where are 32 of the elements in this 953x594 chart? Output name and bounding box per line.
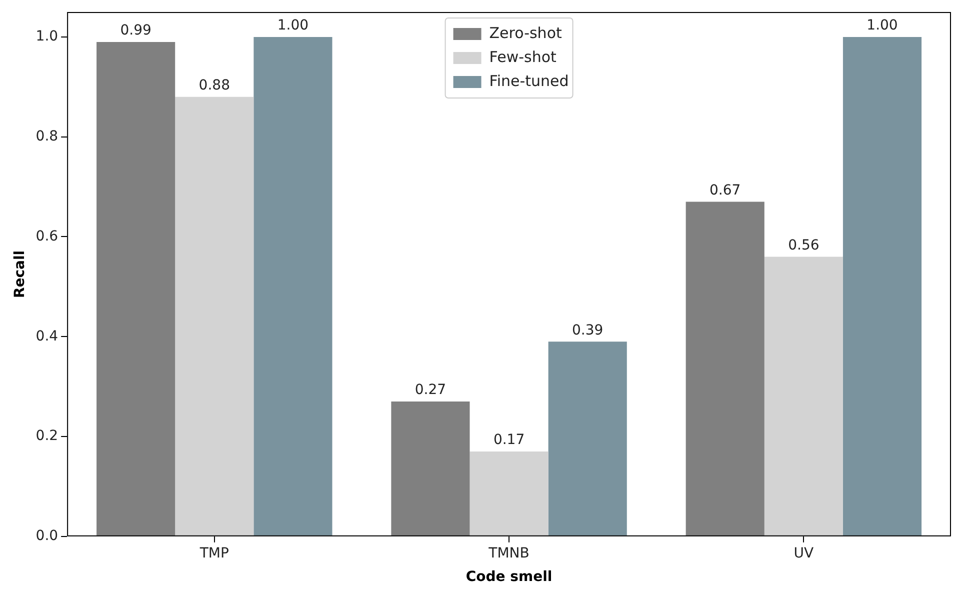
data-label: 0.99 [120, 22, 152, 39]
x-tick-label: UV [794, 545, 814, 562]
legend-label: Few-shot [489, 48, 556, 66]
bar [842, 36, 922, 536]
data-label: 0.88 [198, 78, 230, 94]
bar [686, 202, 764, 536]
data-label: 1.00 [866, 18, 898, 34]
bar [764, 256, 843, 536]
bar [175, 96, 254, 536]
x-tick-label: TMNB [488, 545, 530, 562]
data-label: 1.00 [277, 18, 309, 34]
legend-label: Fine-tuned [489, 72, 569, 90]
legend-label: Zero-shot [489, 24, 562, 42]
data-label: 0.56 [788, 237, 820, 254]
data-label: 0.27 [414, 382, 446, 398]
bar [470, 451, 548, 536]
data-label: 0.39 [572, 322, 604, 338]
x-tick-label: TMP [198, 545, 229, 562]
y-tick-label: 0.0 [36, 528, 58, 544]
bar [548, 342, 627, 536]
data-label: 0.17 [493, 432, 525, 448]
y-tick-label: 0.8 [36, 128, 58, 144]
y-axis-title: Recall [12, 250, 28, 298]
x-axis-title: Code smell [466, 569, 552, 586]
data-label: 0.67 [710, 182, 741, 198]
y-tick-label: 0.6 [36, 228, 58, 244]
bar [391, 402, 470, 536]
y-tick-label: 0.4 [36, 328, 58, 344]
bar [254, 36, 332, 536]
bar [96, 42, 176, 536]
y-tick-label: 1.0 [36, 28, 58, 45]
y-tick-label: 0.2 [36, 428, 58, 444]
